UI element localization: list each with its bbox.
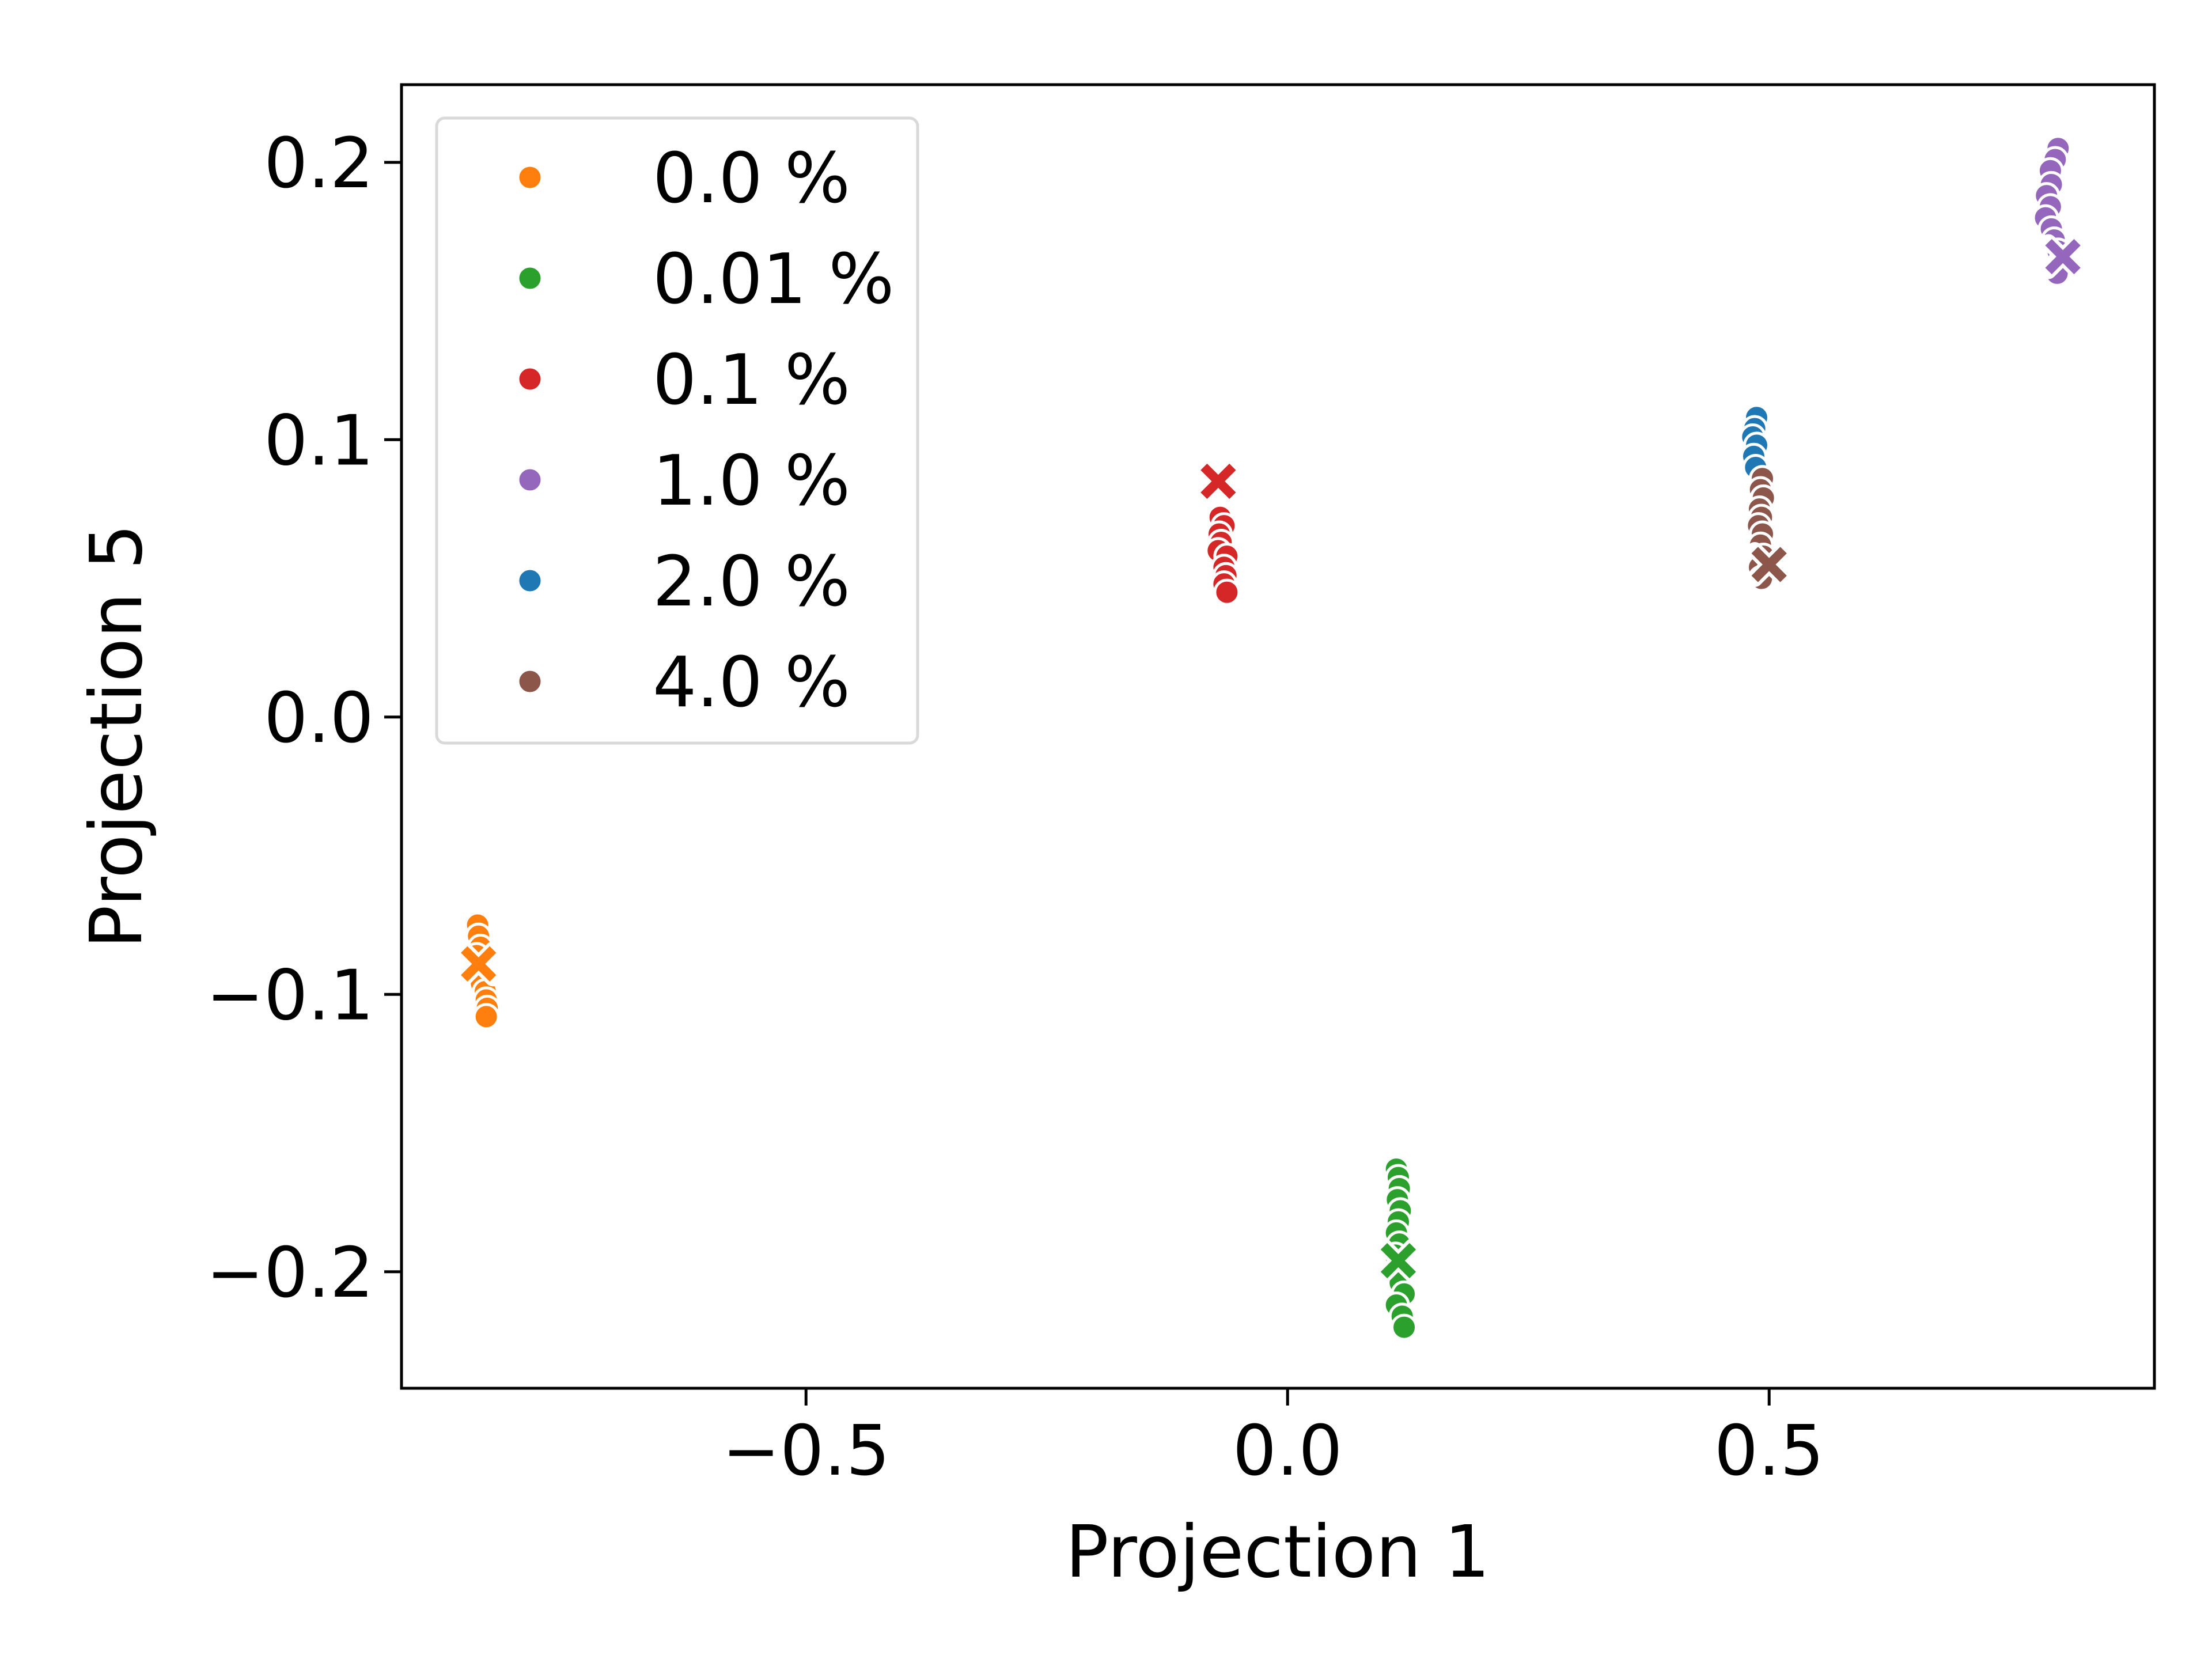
legend-marker <box>516 567 544 594</box>
y-tick-label: 0.0 <box>264 679 374 759</box>
centroid-cross-0-0 <box>456 941 501 987</box>
data-point-0-01 <box>1391 1313 1418 1341</box>
legend-label: 0.1 % <box>653 340 850 421</box>
legend-label: 0.01 % <box>653 240 894 320</box>
centroid-cross-0-01 <box>1376 1238 1421 1283</box>
legend: 0.0 % 0.01 % 0.1 % 1.0 % 2.0 % 4.0 % <box>435 116 919 745</box>
legend-box <box>435 116 919 745</box>
centroid-cross-1-0 <box>2040 234 2086 279</box>
y-tick-label: −0.2 <box>206 1233 374 1313</box>
y-axis-label: Projection 5 <box>75 524 158 948</box>
data-marks <box>456 135 2086 1341</box>
legend-label: 2.0 % <box>653 542 850 622</box>
legend-label: 1.0 % <box>653 441 850 521</box>
centroid-cross-4-0 <box>1747 541 1792 587</box>
legend-marker <box>516 668 544 695</box>
legend-marker <box>516 365 544 393</box>
centroid-cross-0-1 <box>1195 459 1241 504</box>
data-point-0-1 <box>1213 578 1241 606</box>
x-tick-label: 0.0 <box>1233 1411 1343 1491</box>
legend-marker <box>516 264 544 292</box>
legend-marker <box>516 164 544 191</box>
x-tick-label: −0.5 <box>722 1411 890 1491</box>
axis-ticks: −0.5 0.0 0.5 0.2 0.1 0.0 −0.1 −0.2 <box>206 124 1824 1491</box>
x-tick-label: 0.5 <box>1714 1411 1824 1491</box>
plot-frame <box>400 83 2156 1390</box>
legend-marker <box>516 466 544 494</box>
y-tick-label: 0.1 <box>264 401 374 481</box>
legend-label: 0.0 % <box>653 139 850 219</box>
x-axis-label: Projection 1 <box>1065 1510 1490 1594</box>
y-tick-label: 0.2 <box>264 124 374 204</box>
y-tick-label: −0.1 <box>206 956 374 1036</box>
legend-label: 4.0 % <box>653 643 850 723</box>
data-point-0-0 <box>472 1003 500 1031</box>
